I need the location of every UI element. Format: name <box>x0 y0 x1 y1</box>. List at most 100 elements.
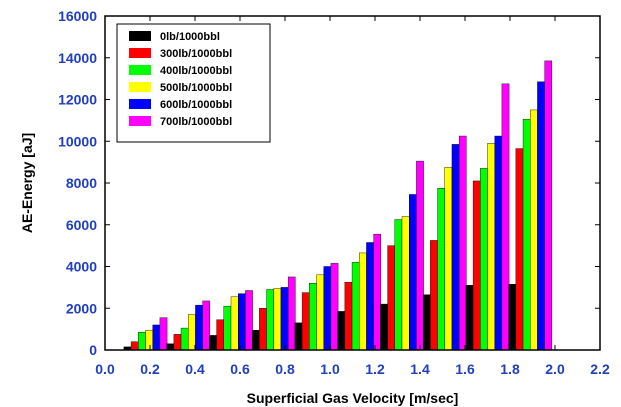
x-tick-label: 1.8 <box>500 361 520 377</box>
bar-600lb-1000bbl-3 <box>280 287 289 351</box>
bar-300lb-1000bbl-9 <box>515 148 524 351</box>
legend-label: 400lb/1000bbl <box>160 65 232 77</box>
x-tick-label: 1.4 <box>410 361 430 377</box>
x-tick-label: 0.0 <box>95 361 115 377</box>
bar-500lb-1000bbl-2 <box>230 296 239 351</box>
bar-0lb-1000bbl-8 <box>465 285 474 351</box>
bar-400lb-1000bbl-0 <box>138 332 146 351</box>
bar-600lb-1000bbl-4 <box>323 266 332 351</box>
bar-300lb-1000bbl-8 <box>472 180 481 351</box>
bar-400lb-1000bbl-1 <box>180 327 189 351</box>
bar-400lb-1000bbl-4 <box>309 283 317 351</box>
legend-swatch <box>129 116 151 126</box>
bar-300lb-1000bbl-0 <box>130 341 139 351</box>
bar-300lb-1000bbl-1 <box>173 334 182 351</box>
bar-400lb-1000bbl-6 <box>394 219 403 351</box>
bar-600lb-1000bbl-5 <box>366 242 374 351</box>
bar-0lb-1000bbl-7 <box>422 294 431 351</box>
y-tick-label: 0 <box>89 342 97 358</box>
legend-swatch <box>129 65 151 75</box>
bar-700lb-1000bbl-6 <box>416 160 424 351</box>
bars-layer <box>123 60 553 351</box>
x-tick-label: 0.4 <box>185 361 205 377</box>
bar-600lb-1000bbl-7 <box>451 144 460 351</box>
bar-0lb-1000bbl-1 <box>166 343 175 351</box>
bar-700lb-1000bbl-3 <box>287 276 296 351</box>
bar-300lb-1000bbl-3 <box>259 308 267 351</box>
x-tick-label: 1.2 <box>365 361 385 377</box>
bar-700lb-1000bbl-2 <box>245 290 253 351</box>
legend-label: 600lb/1000bbl <box>160 99 232 111</box>
bar-0lb-1000bbl-2 <box>209 335 217 351</box>
bar-500lb-1000bbl-8 <box>487 143 495 351</box>
x-tick-label: 2.2 <box>590 361 610 377</box>
x-axis: 0.0 0.2 0.4 0.6 0.8 1.0 1.2 1.4 1.6 1.8 2.0 2.2 <box>95 16 610 377</box>
bar-0lb-1000bbl-9 <box>508 284 517 351</box>
x-tick-label: 2.0 <box>545 361 565 377</box>
legend-swatch <box>129 31 151 41</box>
y-tick-label: 16000 <box>58 8 97 24</box>
bar-700lb-1000bbl-7 <box>458 135 467 351</box>
y-tick-label: 12000 <box>58 92 97 108</box>
bar-600lb-1000bbl-9 <box>537 81 545 351</box>
bar-600lb-1000bbl-0 <box>152 324 161 351</box>
legend-label: 0lb/1000bbl <box>160 31 220 43</box>
bar-700lb-1000bbl-5 <box>373 233 382 351</box>
bar-0lb-1000bbl-6 <box>380 303 388 351</box>
bar-500lb-1000bbl-9 <box>530 109 538 351</box>
bar-500lb-1000bbl-0 <box>145 329 153 351</box>
bar-500lb-1000bbl-5 <box>359 252 367 351</box>
bar-400lb-1000bbl-9 <box>522 119 531 351</box>
y-tick-label: 10000 <box>58 133 97 149</box>
bar-700lb-1000bbl-0 <box>159 317 168 351</box>
bar-300lb-1000bbl-2 <box>216 319 225 351</box>
legend-label: 500lb/1000bbl <box>160 82 232 94</box>
x-tick-label: 0.8 <box>275 361 295 377</box>
bar-700lb-1000bbl-9 <box>544 60 553 351</box>
x-tick-label: 0.6 <box>230 361 250 377</box>
bar-700lb-1000bbl-4 <box>330 263 339 351</box>
bar-0lb-1000bbl-5 <box>337 311 346 351</box>
bar-300lb-1000bbl-6 <box>387 245 396 351</box>
bar-500lb-1000bbl-7 <box>444 167 453 351</box>
y-axis-title: AE-Energy [aJ] <box>19 133 35 233</box>
bar-400lb-1000bbl-7 <box>437 188 445 351</box>
bar-300lb-1000bbl-5 <box>344 281 353 351</box>
legend-swatch <box>129 82 151 92</box>
x-tick-label: 1.0 <box>320 361 340 377</box>
bar-300lb-1000bbl-7 <box>430 240 438 351</box>
y-tick-label: 6000 <box>66 217 97 233</box>
bar-500lb-1000bbl-3 <box>273 288 282 351</box>
legend-label: 300lb/1000bbl <box>160 48 232 60</box>
legend: 0lb/1000bbl 300lb/1000bbl 400lb/1000bbl 500… <box>116 23 271 143</box>
bar-700lb-1000bbl-8 <box>501 83 510 351</box>
bar-400lb-1000bbl-5 <box>351 262 360 351</box>
bar-300lb-1000bbl-4 <box>301 292 310 351</box>
x-axis-title: Superficial Gas Velocity [m/sec] <box>247 390 459 406</box>
bar-500lb-1000bbl-1 <box>188 314 196 351</box>
y-tick-label: 2000 <box>66 300 97 316</box>
bar-600lb-1000bbl-8 <box>494 135 503 351</box>
bar-400lb-1000bbl-8 <box>480 168 488 351</box>
legend-swatch <box>129 48 151 58</box>
bar-700lb-1000bbl-1 <box>202 300 211 351</box>
bar-400lb-1000bbl-3 <box>266 289 274 351</box>
bar-600lb-1000bbl-2 <box>237 293 246 351</box>
bar-400lb-1000bbl-2 <box>223 305 232 351</box>
y-tick-label: 8000 <box>66 175 97 191</box>
x-tick-label: 0.2 <box>140 361 160 377</box>
y-tick-label: 4000 <box>66 259 97 275</box>
legend-label: 700lb/1000bbl <box>160 116 232 128</box>
bar-0lb-1000bbl-4 <box>294 322 303 351</box>
bar-600lb-1000bbl-6 <box>409 194 417 351</box>
x-tick-label: 1.6 <box>455 361 475 377</box>
y-tick-label: 14000 <box>58 50 97 66</box>
bar-0lb-1000bbl-3 <box>251 329 260 351</box>
legend-swatch <box>129 99 151 109</box>
bar-500lb-1000bbl-6 <box>401 216 410 351</box>
y-axis: 0 2000 4000 6000 8000 10000 12000 14000 16000 <box>58 8 600 358</box>
bar-500lb-1000bbl-4 <box>316 274 324 351</box>
bar-600lb-1000bbl-1 <box>195 304 203 351</box>
